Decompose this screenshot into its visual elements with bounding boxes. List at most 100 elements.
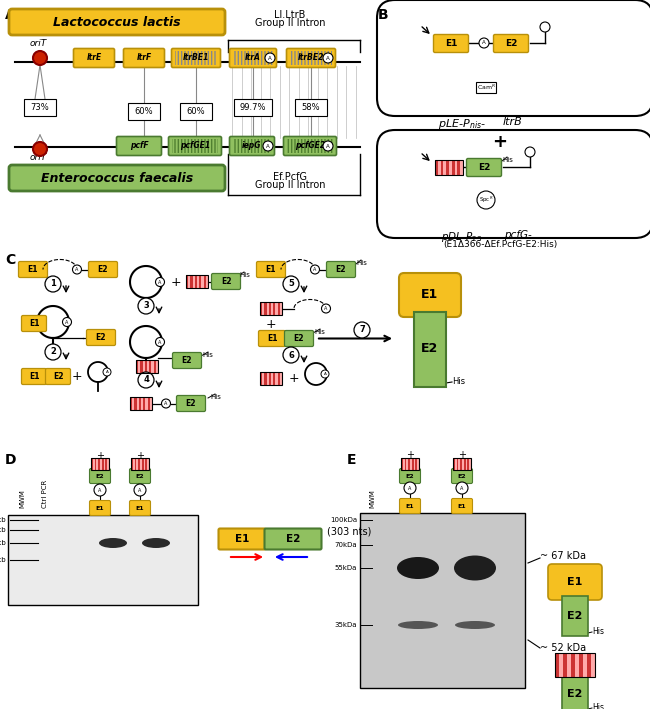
Bar <box>153 360 156 373</box>
Bar <box>449 160 452 175</box>
Text: His: His <box>452 377 465 386</box>
FancyBboxPatch shape <box>283 137 337 155</box>
FancyBboxPatch shape <box>18 262 47 277</box>
Text: A: A <box>460 486 463 491</box>
Text: A: A <box>164 401 168 406</box>
Text: pcfG-: pcfG- <box>504 230 532 240</box>
Bar <box>406 458 408 470</box>
Bar <box>24 99 56 116</box>
Text: ltrE: ltrE <box>86 53 101 62</box>
Bar <box>233 139 271 153</box>
Bar <box>287 139 333 153</box>
Circle shape <box>321 370 329 378</box>
Bar <box>591 653 595 677</box>
Text: 100kDa: 100kDa <box>330 517 357 523</box>
Text: E1: E1 <box>29 372 39 381</box>
Circle shape <box>265 53 275 63</box>
Bar <box>8 515 198 605</box>
Text: 2: 2 <box>50 347 56 357</box>
Text: E2: E2 <box>458 474 466 479</box>
Bar <box>458 458 460 470</box>
FancyBboxPatch shape <box>434 35 469 52</box>
Bar <box>260 302 282 315</box>
FancyBboxPatch shape <box>90 469 110 484</box>
Text: 99.7%: 99.7% <box>240 104 266 113</box>
Bar <box>138 458 140 470</box>
Text: Ef.PcfG: Ef.PcfG <box>273 172 307 182</box>
Bar <box>142 458 144 470</box>
Text: A: A <box>159 279 162 284</box>
Text: His: His <box>357 260 367 266</box>
Ellipse shape <box>398 621 438 629</box>
Bar <box>156 360 158 373</box>
FancyBboxPatch shape <box>86 330 116 345</box>
Text: E2: E2 <box>421 342 439 355</box>
Bar <box>360 513 525 688</box>
Text: +: + <box>289 372 299 385</box>
Bar <box>192 275 195 288</box>
Text: A: A <box>75 267 79 272</box>
FancyBboxPatch shape <box>124 48 164 67</box>
Text: A: A <box>324 306 328 311</box>
Text: A: A <box>5 8 16 22</box>
Text: iepG: iepG <box>242 142 262 150</box>
FancyBboxPatch shape <box>326 262 356 277</box>
Text: His: His <box>211 394 222 400</box>
Text: 0.2kb: 0.2kb <box>0 557 6 563</box>
FancyBboxPatch shape <box>129 501 151 515</box>
Bar <box>150 360 151 373</box>
Bar <box>465 458 467 470</box>
Bar <box>562 596 588 636</box>
Bar <box>555 653 559 677</box>
Text: E2: E2 <box>96 474 104 479</box>
Bar <box>130 397 132 410</box>
Ellipse shape <box>142 538 170 548</box>
Text: +: + <box>136 451 144 461</box>
FancyBboxPatch shape <box>377 130 650 238</box>
Text: A: A <box>324 372 326 376</box>
Bar <box>269 372 271 385</box>
Bar <box>140 360 142 373</box>
Bar <box>197 275 199 288</box>
Text: ltrF: ltrF <box>136 53 151 62</box>
Text: E1: E1 <box>136 506 144 510</box>
Bar <box>150 397 152 410</box>
Text: +: + <box>406 450 414 460</box>
Bar <box>404 458 406 470</box>
Text: His: His <box>240 272 250 278</box>
Text: E2: E2 <box>567 689 582 699</box>
Circle shape <box>161 399 170 408</box>
FancyBboxPatch shape <box>211 274 240 289</box>
Ellipse shape <box>454 555 496 581</box>
Text: E1: E1 <box>458 503 466 508</box>
Bar <box>102 458 103 470</box>
FancyBboxPatch shape <box>172 352 202 369</box>
Bar <box>103 458 105 470</box>
Bar <box>571 653 575 677</box>
FancyBboxPatch shape <box>265 528 322 549</box>
Circle shape <box>73 265 81 274</box>
Text: +: + <box>72 370 83 383</box>
Bar <box>410 458 412 470</box>
Text: 4: 4 <box>143 376 149 384</box>
FancyBboxPatch shape <box>172 48 220 67</box>
Text: E2: E2 <box>182 356 192 365</box>
Bar <box>131 458 133 470</box>
Bar <box>105 458 107 470</box>
Bar <box>146 458 147 470</box>
Bar <box>141 397 143 410</box>
Bar <box>271 302 273 315</box>
FancyBboxPatch shape <box>229 48 276 67</box>
Bar <box>107 458 109 470</box>
Bar <box>147 360 150 373</box>
Circle shape <box>62 318 72 327</box>
Text: Spc$^R$: Spc$^R$ <box>479 195 493 205</box>
Bar <box>401 458 419 470</box>
FancyBboxPatch shape <box>46 369 70 384</box>
Bar <box>476 82 496 93</box>
Circle shape <box>33 142 47 156</box>
FancyBboxPatch shape <box>257 262 285 277</box>
Circle shape <box>103 368 111 376</box>
Bar <box>266 372 269 385</box>
Circle shape <box>323 53 333 63</box>
